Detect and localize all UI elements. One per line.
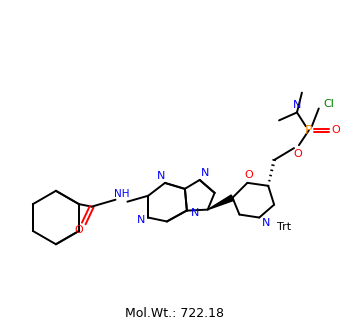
Text: Trt: Trt	[277, 222, 291, 233]
Text: O: O	[294, 149, 302, 159]
Text: N: N	[191, 208, 199, 217]
Text: O: O	[74, 225, 83, 236]
Text: Cl: Cl	[323, 98, 334, 109]
Text: N: N	[137, 215, 146, 225]
Text: N: N	[157, 171, 165, 181]
Text: N: N	[293, 100, 301, 111]
Text: Mol.Wt.: 722.18: Mol.Wt.: 722.18	[125, 307, 223, 320]
Text: NH: NH	[114, 189, 129, 199]
Text: N: N	[262, 218, 270, 229]
Polygon shape	[208, 195, 234, 210]
Text: O: O	[331, 125, 340, 135]
Text: P: P	[305, 124, 313, 137]
Text: O: O	[244, 170, 253, 180]
Text: N: N	[201, 168, 209, 178]
